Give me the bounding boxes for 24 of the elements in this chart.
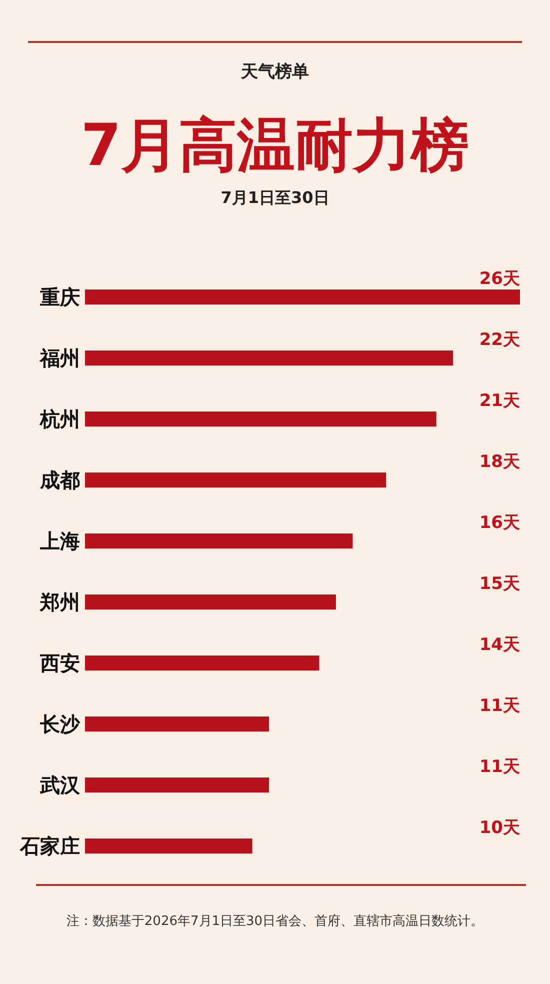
category: 西安 — [40, 651, 80, 675]
title: 7月高温耐力榜 — [80, 111, 470, 179]
value-label: 11天 — [479, 757, 520, 777]
value-label: 21天 — [479, 391, 520, 411]
category: 杭州 — [40, 407, 80, 431]
category: 上海 — [40, 529, 80, 553]
category: 长沙 — [40, 712, 80, 736]
category: 石家庄 — [20, 834, 80, 858]
category: 福州 — [40, 346, 80, 370]
kicker: 天气榜单 — [241, 62, 309, 82]
value-label: 16天 — [479, 513, 520, 533]
category: 成都 — [40, 468, 80, 492]
value-label: 11天 — [479, 696, 520, 716]
value-label: 26天 — [479, 269, 520, 289]
value-label: 22天 — [479, 330, 520, 350]
category: 重庆 — [40, 285, 80, 309]
subtitle: 7月1日至30日 — [220, 188, 330, 207]
note: 注：数据基于2026年7月1日至30日省会、首府、直辖市高温日数统计。 — [66, 914, 484, 929]
category: 郑州 — [40, 590, 80, 614]
value-label: 18天 — [479, 452, 520, 472]
value-label: 10天 — [479, 818, 520, 838]
value-label: 14天 — [479, 635, 520, 655]
value-label: 15天 — [479, 574, 520, 594]
category: 武汉 — [40, 773, 80, 797]
